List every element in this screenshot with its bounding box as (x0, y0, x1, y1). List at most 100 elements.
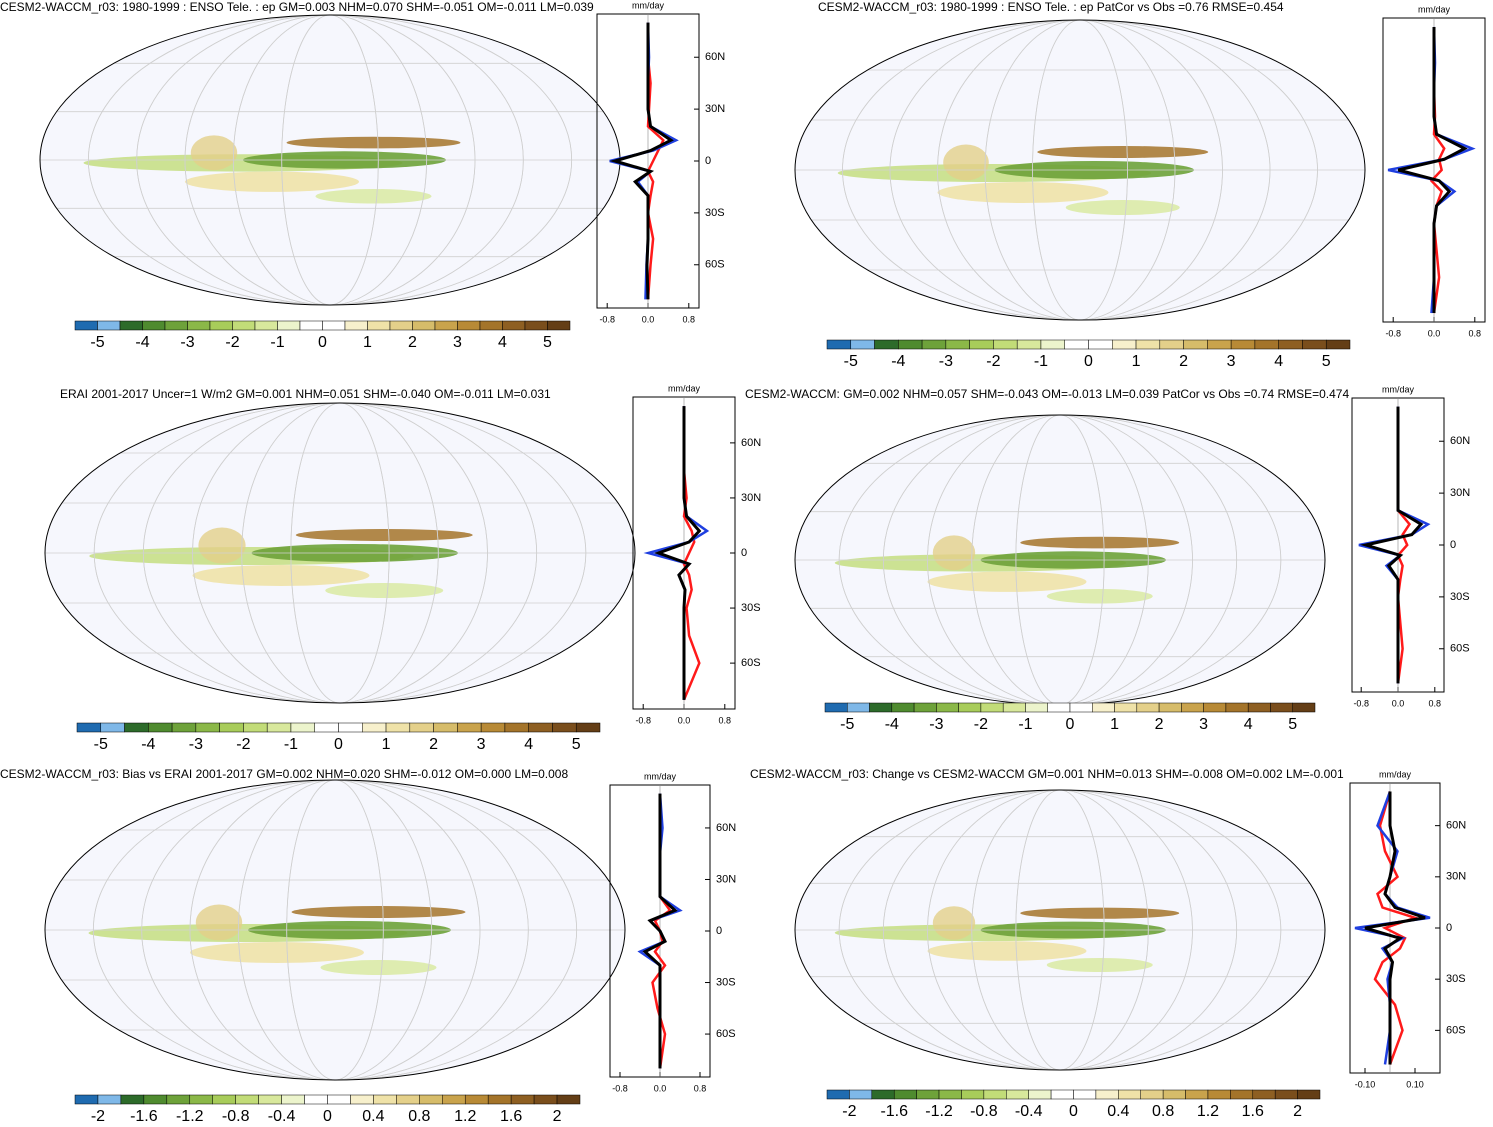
colorbar-box (921, 339, 947, 350)
colorbar-box (826, 339, 852, 350)
colorbar-box (164, 320, 188, 331)
field-blob (937, 182, 1109, 203)
y-tick-label: 60S (1446, 1024, 1466, 1036)
zonal-mean-line (654, 406, 702, 700)
y-tick-label: 0 (705, 155, 711, 167)
x-tick-label: 0.0 (678, 715, 691, 725)
map-fields (45, 403, 635, 703)
colorbar-box (1140, 1089, 1164, 1100)
unit-label: mm/day (1382, 384, 1415, 394)
colorbar-box (74, 320, 98, 331)
colorbar-label: -2 (986, 353, 1000, 370)
colorbar-box (1181, 702, 1204, 713)
colorbar-label: 4 (498, 334, 507, 351)
colorbar-box (166, 1094, 191, 1105)
colorbar-box (76, 722, 102, 733)
map-outline (794, 19, 1366, 321)
field-blob (927, 571, 1087, 592)
colorbar-box (1136, 702, 1160, 713)
field-blob (190, 135, 238, 171)
colorbar-label: 2 (1155, 716, 1164, 733)
colorbar-label: 4 (1244, 716, 1253, 733)
colorbar-box (1159, 339, 1184, 350)
colorbar-label: -3 (189, 736, 203, 753)
colorbar-label: 2 (429, 736, 438, 753)
colorbar-label: 5 (543, 334, 552, 351)
colorbar-label: -0.8 (222, 1108, 250, 1125)
colorbar-box (1278, 339, 1303, 350)
colorbar-label: 4 (524, 736, 533, 753)
colorbar-label: -5 (94, 736, 108, 753)
colorbar-label: 1 (1110, 716, 1119, 733)
panel-title: CESM2-WACCM_r03: 1980-1999 : ENSO Tele. … (0, 0, 594, 14)
map-outline (44, 779, 626, 1081)
colorbar-label: 1.2 (454, 1108, 476, 1125)
zonal-mean-line (609, 22, 674, 300)
colorbar-box (350, 1094, 374, 1105)
field-blob (1046, 589, 1153, 604)
colorbar-box (327, 1094, 351, 1105)
colorbar-box (1230, 1089, 1254, 1100)
colorbar-box (412, 320, 436, 331)
x-tick-label: 0.8 (683, 314, 696, 324)
colorbar-label: -1.6 (880, 1103, 908, 1120)
colorbar-box (419, 1094, 443, 1105)
colorbar-box (502, 320, 526, 331)
y-tick-label: 60N (716, 822, 736, 834)
colorbar-label: 0 (1066, 716, 1075, 733)
colorbar-box (533, 1094, 558, 1105)
colorbar-box (171, 722, 197, 733)
unit-label: mm/day (668, 383, 701, 393)
colorbar-box (1230, 339, 1256, 350)
panel: ERAI 2001-2017 Uncer=1 W/m2 GM=0.001 NHM… (44, 383, 761, 753)
field-blob (1020, 536, 1180, 549)
colorbar-box (556, 1094, 581, 1105)
colorbar-box (212, 1094, 236, 1105)
map-fields (795, 415, 1325, 705)
colorbar-box (389, 320, 413, 331)
field-blob (315, 189, 432, 204)
colorbar-box (1297, 1089, 1321, 1100)
colorbar-box (528, 722, 553, 733)
colorbar-box (97, 1094, 122, 1105)
y-tick-label: 30N (705, 103, 725, 115)
colorbar-box (1162, 1089, 1186, 1100)
colorbar-box (457, 722, 482, 733)
colorbar-label: -0.4 (268, 1108, 296, 1125)
colorbar-label: 0 (323, 1108, 332, 1125)
colorbar-label: 0.4 (362, 1108, 384, 1125)
colorbar-box (100, 722, 125, 733)
colorbar-label: -3 (939, 353, 953, 370)
colorbar-box (322, 320, 346, 331)
x-tick-label: 0.0 (654, 1083, 667, 1093)
colorbar-box (1047, 702, 1071, 713)
colorbar-box (299, 320, 323, 331)
unit-label: mm/day (632, 0, 665, 10)
field-blob (943, 144, 989, 181)
field-blob (286, 136, 461, 149)
field-blob (185, 171, 359, 192)
panel: CESM2-WACCM_r03: 1980-1999 : ENSO Tele. … (794, 0, 1486, 370)
colorbar-label: -3 (929, 716, 943, 733)
field-blob (927, 941, 1087, 961)
colorbar-label: -0.8 (970, 1103, 998, 1120)
colorbar-box (1302, 339, 1327, 350)
colorbar-box (983, 1089, 1007, 1100)
colorbar-box (1092, 702, 1115, 713)
colorbar-box (232, 320, 256, 331)
x-tick-label: 0.0 (642, 314, 655, 324)
colorbar-label: -1 (270, 334, 284, 351)
x-tick-label: -0.8 (1353, 698, 1369, 708)
panel: CESM2-WACCM_r03: Bias vs ERAI 2001-2017 … (0, 767, 736, 1125)
x-tick-label: -0.8 (612, 1083, 628, 1093)
colorbar-box (209, 320, 233, 331)
y-tick-label: 60N (705, 51, 725, 63)
colorbar-label: 2 (408, 334, 417, 351)
colorbar-label: -5 (840, 716, 854, 733)
colorbar-label: -1 (1034, 353, 1048, 370)
colorbar-box (254, 320, 278, 331)
colorbar-label: 4 (1274, 353, 1283, 370)
colorbar-box (510, 1094, 535, 1105)
colorbar-label: 3 (477, 736, 486, 753)
